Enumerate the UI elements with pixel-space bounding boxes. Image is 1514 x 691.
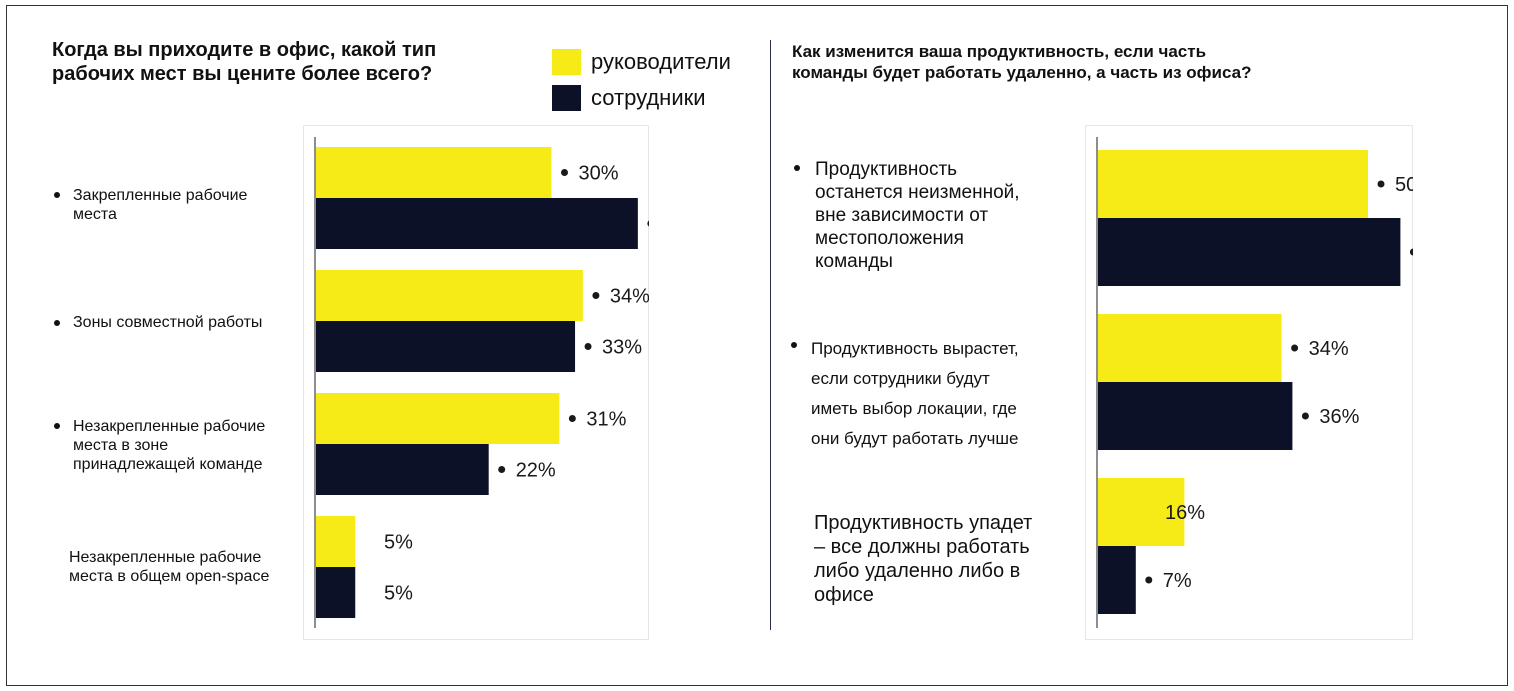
left-value-label-employees-4: 5% [384, 583, 413, 605]
left-category-bullet-2 [54, 320, 60, 326]
legend-swatch-employees [552, 85, 581, 111]
left-category-4-line-1: Незакрепленные рабочие [69, 549, 262, 566]
right-category-3-line-4: офисе [814, 584, 874, 606]
right-dot-employees-2 [1301, 412, 1309, 420]
left-category-2-line-1: Зоны совместной работы [73, 314, 263, 331]
right-value-label-managers-2: 34% [1309, 338, 1349, 360]
right-title-line-1: Как изменится ваша продуктивность, если … [792, 42, 1207, 61]
right-category-1: Продуктивность останется неизменной, вне… [815, 158, 1020, 273]
right-category-2: Продуктивность вырастет, если сотрудники… [811, 334, 1019, 454]
legend-label-employees: сотрудники [591, 85, 706, 110]
left-category-3-line-3: принадлежащей команде [73, 456, 263, 473]
left-title-line-2: рабочих мест вы цените более всего? [52, 63, 433, 85]
left-category-1-line-2: места [73, 206, 117, 223]
left-bar-managers-2 [316, 270, 583, 321]
figure-frame [6, 5, 1508, 686]
left-bar-chart: 30%41%34%33%31%22%5%5% [303, 125, 649, 640]
right-bar-managers-2 [1098, 314, 1282, 382]
left-category-4-line-2: места в общем open-space [69, 568, 270, 585]
right-category-3-line-2: – все должны работать [814, 536, 1030, 558]
right-bar-managers-3 [1098, 478, 1185, 546]
left-dot-managers-3 [568, 415, 576, 422]
right-value-label-managers-1: 50% [1395, 174, 1413, 196]
left-dot-employees-1 [647, 220, 649, 227]
left-value-label-managers-1: 30% [579, 163, 619, 185]
right-category-2-line-3: иметь выбор локации, где [811, 399, 1017, 418]
right-category-1-line-2: останется неизменной, [815, 182, 1020, 203]
left-category-4: Незакрепленные рабочие места в общем ope… [69, 548, 269, 586]
right-dot-managers-2 [1291, 344, 1299, 352]
right-category-1-line-1: Продуктивность [815, 159, 958, 180]
left-bar-employees-3 [316, 444, 489, 495]
right-value-label-employees-2: 36% [1319, 406, 1359, 428]
right-category-2-line-4: они будут работать лучше [811, 429, 1019, 448]
left-category-3: Незакрепленные рабочие места в зоне прин… [73, 417, 265, 474]
legend-swatch-managers [552, 49, 581, 75]
left-bar-managers-4 [316, 516, 356, 567]
right-category-3-line-3: либо удаленно либо в [814, 560, 1021, 582]
left-value-label-managers-3: 31% [586, 409, 626, 431]
right-title-line-2: команды будет работать удаленно, а часть… [792, 63, 1252, 82]
right-category-bullet-2 [791, 342, 797, 348]
left-value-label-managers-2: 34% [610, 286, 649, 308]
right-value-label-employees-3: 7% [1163, 570, 1192, 592]
right-category-1-line-5: команды [815, 251, 893, 272]
legend-item-managers: руководители [552, 44, 731, 80]
legend: руководители сотрудники [552, 44, 731, 116]
right-category-2-line-2: если сотрудники будут [811, 369, 990, 388]
left-category-2: Зоны совместной работы [73, 313, 262, 332]
left-category-bullet-3 [54, 423, 60, 429]
left-bar-employees-4 [316, 567, 356, 618]
left-dot-managers-1 [561, 169, 568, 176]
right-category-bullet-1 [794, 165, 800, 171]
left-bar-managers-3 [316, 393, 560, 444]
right-category-1-line-4: местоположения [815, 228, 964, 249]
panel-divider [770, 40, 771, 630]
legend-label-managers: руководители [591, 49, 731, 74]
right-category-1-line-3: вне зависимости от [815, 205, 989, 226]
left-dot-employees-2 [584, 343, 592, 350]
left-category-3-line-1: Незакрепленные рабочие [73, 418, 266, 435]
right-dot-employees-3 [1145, 576, 1153, 584]
right-category-3-line-1: Продуктивность упадет [814, 512, 1033, 534]
right-bar-employees-3 [1098, 546, 1136, 614]
right-category-2-line-1: Продуктивность вырастет, [811, 339, 1019, 358]
right-bar-managers-1 [1098, 150, 1368, 218]
right-dot-employees-1 [1409, 248, 1413, 256]
left-bar-managers-1 [316, 147, 552, 198]
left-value-label-employees-2: 33% [602, 337, 642, 359]
right-category-3: Продуктивность упадет – все должны работ… [814, 511, 1032, 607]
left-chart-title: Когда вы приходите в офис, какой тип раб… [52, 38, 436, 86]
left-category-bullet-1 [54, 192, 60, 198]
left-category-1: Закрепленные рабочие места [73, 186, 247, 224]
left-value-label-managers-4: 5% [384, 532, 413, 554]
right-bar-employees-2 [1098, 382, 1293, 450]
left-title-line-1: Когда вы приходите в офис, какой тип [52, 39, 437, 61]
left-dot-managers-2 [592, 292, 600, 299]
right-value-label-managers-3: 16% [1165, 502, 1205, 524]
left-category-1-line-1: Закрепленные рабочие [73, 187, 248, 204]
left-category-3-line-2: места в зоне [73, 437, 169, 454]
left-bar-employees-2 [316, 321, 576, 372]
left-bar-employees-1 [316, 198, 638, 249]
right-dot-managers-1 [1377, 180, 1385, 188]
left-value-label-employees-3: 22% [516, 460, 556, 482]
right-bar-employees-1 [1098, 218, 1401, 286]
right-bar-chart: 50%56%34%36%16%7% [1085, 125, 1413, 640]
legend-item-employees: сотрудники [552, 80, 731, 116]
right-chart-title: Как изменится ваша продуктивность, если … [792, 41, 1251, 83]
left-dot-employees-3 [498, 466, 506, 473]
